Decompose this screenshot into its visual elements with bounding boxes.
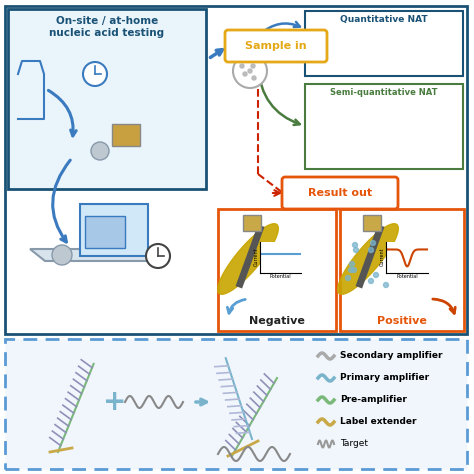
Text: +: + [103,388,127,416]
Bar [243,215,261,231]
Bar [340,209,464,331]
Circle shape [353,243,357,247]
Bar [218,209,336,331]
Text: Negative: Negative [249,316,305,326]
X-axis label: Potential: Potential [270,274,292,279]
Circle shape [368,279,374,283]
Bar [5,339,467,469]
Polygon shape [218,224,278,294]
Bar [363,215,381,231]
Polygon shape [18,61,44,74]
Circle shape [240,64,244,68]
Circle shape [146,244,170,268]
Circle shape [83,62,107,86]
Text: Secondary amplifier: Secondary amplifier [340,352,443,361]
Text: Result out: Result out [308,188,372,198]
Text: Primary amplifier: Primary amplifier [340,374,429,383]
Bar [112,124,140,146]
Circle shape [346,275,350,281]
Circle shape [348,267,354,273]
X-axis label: Potential: Potential [396,274,418,279]
FancyBboxPatch shape [225,30,327,62]
Circle shape [374,273,379,277]
Bar [80,204,148,256]
Circle shape [251,64,255,68]
Text: On-site / at-home
nucleic acid testing: On-site / at-home nucleic acid testing [49,16,164,37]
Text: Label extender: Label extender [340,418,417,427]
Bar [85,216,125,248]
Circle shape [383,283,389,288]
Text: Semi-quantitative NAT: Semi-quantitative NAT [330,88,438,97]
Y-axis label: Current: Current [254,248,258,266]
Bar [5,6,467,334]
Bar [8,9,206,189]
Circle shape [371,240,375,246]
Polygon shape [30,249,155,261]
Text: Quantitative NAT: Quantitative NAT [340,15,428,24]
Y-axis label: Current: Current [380,248,385,266]
Circle shape [352,267,356,273]
Circle shape [354,247,358,253]
Text: Target: Target [340,439,368,448]
Polygon shape [337,224,398,294]
Circle shape [368,247,374,253]
FancyBboxPatch shape [282,177,398,209]
Circle shape [252,76,256,80]
Circle shape [91,142,109,160]
Circle shape [233,54,267,88]
Circle shape [52,245,72,265]
Bar [305,11,463,76]
Circle shape [248,69,252,73]
Text: Pre-amplifier: Pre-amplifier [340,395,407,404]
Text: Sample in: Sample in [245,41,307,51]
Circle shape [388,261,392,265]
Polygon shape [42,144,172,158]
Circle shape [243,72,247,76]
Text: Positive: Positive [377,316,427,326]
Bar [305,84,463,169]
Circle shape [349,262,355,266]
